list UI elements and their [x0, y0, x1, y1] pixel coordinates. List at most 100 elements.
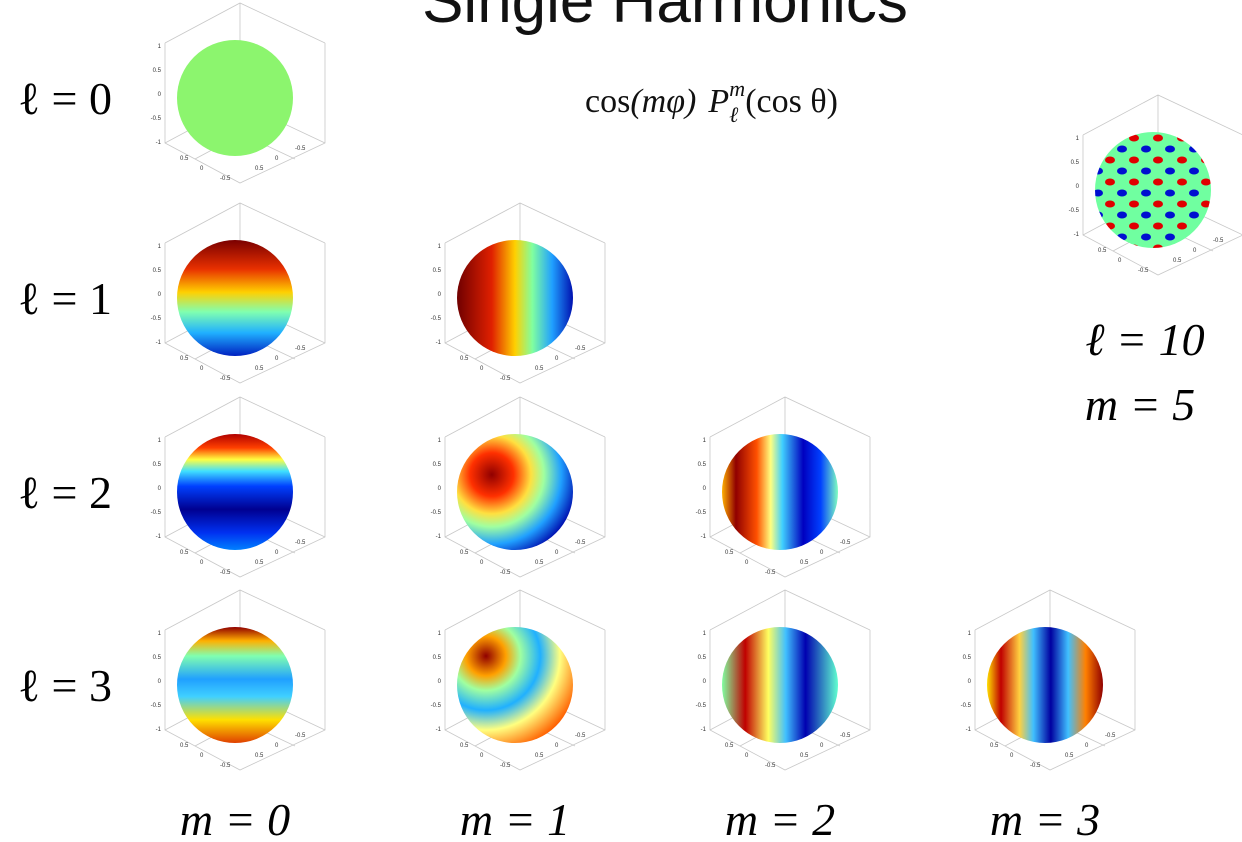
axis-tick-label: 0.5 [460, 550, 469, 556]
axis-tick-label: 0.5 [1173, 258, 1182, 264]
axis-tick-label: 0 [438, 486, 442, 492]
axis-tick-label: 0 [820, 743, 824, 749]
axis-tick-label: 0.5 [1065, 753, 1074, 759]
axis-tick-label: 0.5 [698, 462, 707, 468]
axis-tick-label: -0.5 [295, 146, 306, 152]
sphere [457, 240, 573, 356]
axis-tick-label: 1 [703, 438, 707, 444]
axis-tick-label: -0.5 [295, 346, 306, 352]
slide-title: Single Harmonics [422, 0, 908, 36]
axis-tick-label: -1 [436, 340, 442, 346]
axis-tick-label: 0.5 [255, 560, 264, 566]
row-label: ℓ = 3 [18, 660, 112, 711]
formula-call: (cos θ) [745, 83, 838, 120]
axis-tick-label: 1 [158, 631, 162, 637]
axis-tick-label: -0.5 [1138, 268, 1149, 274]
sphere [177, 240, 293, 356]
axis-tick-label: 0 [200, 166, 204, 172]
axis-tick-label: -0.5 [220, 570, 231, 576]
axis-tick-label: 1 [703, 631, 707, 637]
formula-func: cos [585, 83, 630, 120]
axis-tick-label: 0 [275, 550, 279, 556]
axis-tick-label: 0 [820, 550, 824, 556]
axis-tick-label: -0.5 [151, 116, 162, 122]
axis-tick-label: 1 [438, 631, 442, 637]
axis-tick-label: 0 [158, 486, 162, 492]
axis-tick-label: 0 [703, 679, 707, 685]
axis-tick-label: -0.5 [431, 703, 442, 709]
axis-tick-label: -0.5 [696, 510, 707, 516]
axis-tick-label: 1 [158, 44, 162, 50]
axis-tick-label: -0.5 [765, 570, 776, 576]
axis-tick-label: 0.5 [460, 743, 469, 749]
axis-tick-label: -0.5 [1213, 238, 1224, 244]
axis-tick-label: 0 [1193, 248, 1197, 254]
axis-tick-label: 0.5 [725, 743, 734, 749]
axis-tick-label: -1 [701, 727, 707, 733]
axis-tick-label: -0.5 [295, 733, 306, 739]
formula-symbol: P [707, 83, 729, 120]
formula-sup: m [729, 76, 745, 101]
axis-tick-label: -1 [701, 534, 707, 540]
axis-tick-label: -0.5 [151, 703, 162, 709]
axis-tick-label: -0.5 [500, 763, 511, 769]
axis-tick-label: 0.5 [433, 268, 442, 274]
axis-tick-label: 0.5 [433, 462, 442, 468]
axis-tick-label: 0 [1010, 753, 1014, 759]
axis-tick-label: 0 [555, 743, 559, 749]
axis-tick-label: 0 [1085, 743, 1089, 749]
formula-sub: ℓ [729, 102, 739, 127]
axis-tick-label: 0.5 [535, 560, 544, 566]
sphere [457, 434, 573, 550]
sphere [177, 40, 293, 156]
axis-tick-label: -0.5 [696, 703, 707, 709]
sphere [457, 627, 573, 743]
axis-tick-label: 0 [158, 679, 162, 685]
axis-tick-label: 0 [438, 292, 442, 298]
column-label: m = 1 [460, 794, 570, 842]
axis-tick-label: 0 [480, 560, 484, 566]
axis-tick-label: 0 [555, 356, 559, 362]
axis-tick-label: 0.5 [180, 550, 189, 556]
axis-tick-label: -0.5 [500, 570, 511, 576]
axis-tick-label: 0.5 [963, 655, 972, 661]
axis-tick-label: 0.5 [153, 462, 162, 468]
axis-tick-label: -0.5 [220, 763, 231, 769]
column-label: m = 0 [180, 794, 290, 842]
column-label: m = 3 [990, 794, 1100, 842]
axis-tick-label: -0.5 [431, 316, 442, 322]
row-label: ℓ = 0 [18, 73, 112, 124]
axis-tick-label: 0.5 [800, 753, 809, 759]
axis-tick-label: 0 [275, 156, 279, 162]
axis-tick-label: 0.5 [153, 655, 162, 661]
axis-tick-label: 0 [158, 92, 162, 98]
axis-tick-label: 0.5 [180, 356, 189, 362]
axis-tick-label: 0.5 [460, 356, 469, 362]
axis-tick-label: -1 [156, 534, 162, 540]
axis-tick-label: 0.5 [153, 268, 162, 274]
example-l: ℓ = 10 [1085, 314, 1204, 365]
sphere [722, 627, 838, 743]
axis-tick-label: -0.5 [220, 176, 231, 182]
axis-tick-label: 0.5 [698, 655, 707, 661]
axis-tick-label: 0.5 [433, 655, 442, 661]
axis-tick-label: -0.5 [151, 510, 162, 516]
axis-tick-label: 1 [158, 438, 162, 444]
axis-tick-label: 0 [480, 366, 484, 372]
axis-tick-label: 0.5 [153, 68, 162, 74]
axis-tick-label: 0 [480, 753, 484, 759]
axis-tick-label: 0 [200, 753, 204, 759]
axis-tick-label: -0.5 [431, 510, 442, 516]
row-label: ℓ = 2 [18, 467, 112, 518]
axis-tick-label: 0 [1076, 184, 1080, 190]
axis-tick-label: -0.5 [575, 346, 586, 352]
axis-tick-label: 0.5 [535, 753, 544, 759]
axis-tick-label: -1 [966, 727, 972, 733]
axis-tick-label: 0.5 [800, 560, 809, 566]
axis-tick-label: 0.5 [180, 156, 189, 162]
axis-tick-label: 0.5 [180, 743, 189, 749]
axis-tick-label: 0.5 [1071, 160, 1080, 166]
axis-tick-label: 0 [555, 550, 559, 556]
axis-tick-label: 1 [158, 244, 162, 250]
formula: cos(mφ)Pℓm(cos θ) [585, 76, 838, 127]
